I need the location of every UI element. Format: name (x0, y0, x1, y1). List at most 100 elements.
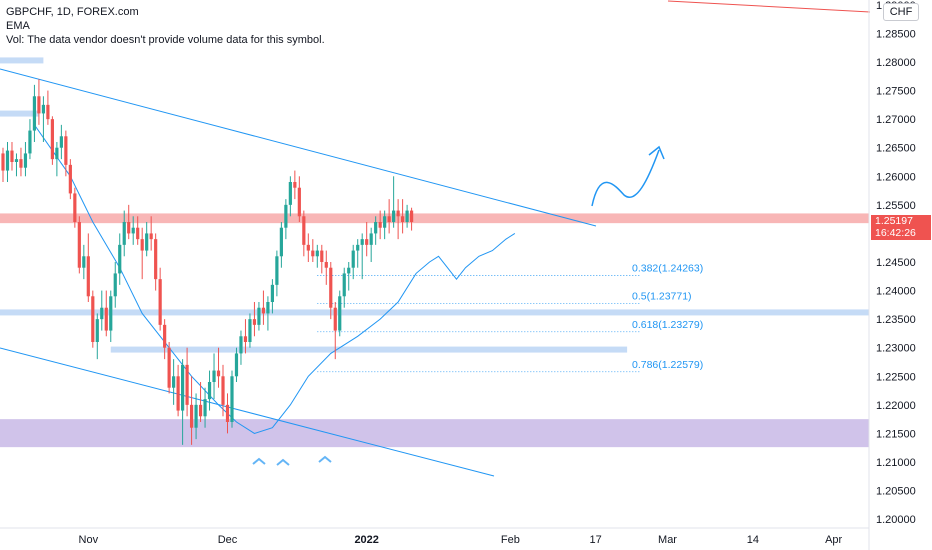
candle-body-up[interactable] (118, 244, 122, 274)
candle-body-down[interactable] (311, 250, 315, 257)
candle-body-down[interactable] (91, 296, 95, 342)
candle-body-down[interactable] (104, 307, 108, 331)
candle-body-down[interactable] (378, 222, 382, 228)
candle-body-up[interactable] (360, 239, 364, 245)
resistance-zone[interactable] (0, 213, 869, 224)
candle-body-down[interactable] (409, 210, 414, 222)
candle-body-down[interactable] (293, 182, 297, 188)
candle-body-up[interactable] (275, 256, 279, 285)
candle-body-up[interactable] (279, 227, 283, 257)
candle-body-down[interactable] (365, 239, 369, 245)
candle-body-up[interactable] (203, 399, 207, 417)
candle-body-up[interactable] (32, 96, 37, 131)
candle-body-up[interactable] (95, 319, 99, 342)
candle-body-up[interactable] (59, 136, 63, 148)
candle-body-down[interactable] (302, 216, 306, 245)
candle-body-up[interactable] (288, 182, 292, 205)
projection-arrow-curve[interactable] (591, 149, 660, 207)
candle-body-down[interactable] (189, 404, 194, 428)
candle-body-up[interactable] (212, 370, 216, 382)
channel-lower-trendline[interactable] (0, 347, 495, 477)
candle-body-up[interactable] (351, 250, 355, 268)
candle-body-up[interactable] (270, 284, 274, 302)
candle-body-down[interactable] (185, 364, 189, 405)
candle-body-up[interactable] (194, 404, 198, 428)
candle-body-down[interactable] (10, 150, 14, 162)
candle-body-down[interactable] (86, 256, 90, 297)
candle-body-down[interactable] (136, 227, 140, 240)
candle-body-down[interactable] (198, 404, 203, 417)
candle-body-down[interactable] (401, 216, 405, 222)
support-zone[interactable] (0, 309, 869, 316)
candle-body-up[interactable] (248, 319, 252, 342)
candle-body-up[interactable] (145, 233, 149, 251)
candle-body-up[interactable] (239, 336, 243, 354)
candle-body-up[interactable] (5, 150, 10, 171)
candle-body-down[interactable] (154, 239, 158, 280)
support-zone[interactable] (0, 57, 44, 64)
candle-body-down[interactable] (1, 153, 5, 171)
support-zone[interactable] (110, 346, 628, 353)
candle-body-down[interactable] (127, 222, 131, 234)
candle-body-down[interactable] (19, 159, 23, 168)
candle-body-down[interactable] (158, 279, 162, 325)
candle-body-down[interactable] (324, 262, 328, 268)
candle-body-down[interactable] (396, 210, 400, 217)
candle-body-up[interactable] (369, 233, 373, 245)
candle-body-down[interactable] (77, 222, 81, 268)
candle-body-down[interactable] (261, 307, 266, 314)
ema-indicator-label[interactable]: EMA (6, 20, 30, 32)
candle-body-up[interactable] (131, 227, 135, 234)
candle-body-up[interactable] (28, 130, 32, 154)
candle-body-down[interactable] (387, 216, 391, 222)
candle-body-up[interactable] (82, 256, 86, 268)
candle-body-down[interactable] (163, 324, 167, 348)
candle-body-down[interactable] (68, 164, 72, 194)
candle-body-up[interactable] (181, 364, 185, 411)
candle-body-down[interactable] (50, 119, 54, 160)
candle-body-up[interactable] (113, 273, 117, 297)
candle-body-down[interactable] (140, 239, 144, 251)
candle-body-up[interactable] (383, 216, 387, 228)
candle-body-down[interactable] (252, 319, 257, 325)
candle-body-up[interactable] (55, 147, 59, 160)
candle-body-up[interactable] (172, 376, 176, 388)
support-zone[interactable] (0, 110, 39, 117)
candle-body-down[interactable] (225, 404, 230, 422)
candle-body-down[interactable] (221, 376, 225, 405)
candle-body-up[interactable] (356, 244, 360, 251)
candle-body-down[interactable] (297, 187, 301, 217)
candle-body-up[interactable] (266, 302, 270, 314)
candle-body-up[interactable] (257, 307, 261, 325)
candle-body-down[interactable] (329, 267, 333, 308)
channel-upper-trendline[interactable] (0, 68, 597, 227)
candle-body-up[interactable] (109, 296, 113, 331)
red-trendline[interactable] (667, 0, 871, 13)
candle-body-up[interactable] (392, 210, 396, 222)
candle-body-up[interactable] (342, 273, 346, 297)
candle-body-down[interactable] (243, 336, 248, 342)
candle-body-down[interactable] (306, 244, 310, 251)
candle-body-down[interactable] (149, 233, 153, 240)
candle-body-down[interactable] (320, 250, 324, 262)
candle-body-down[interactable] (176, 376, 180, 411)
candle-body-down[interactable] (73, 193, 77, 222)
candle-body-up[interactable] (207, 382, 212, 400)
candle-body-up[interactable] (405, 210, 409, 222)
demand-zone[interactable] (0, 419, 869, 448)
candle-body-up[interactable] (100, 307, 104, 320)
candle-body-up[interactable] (374, 222, 378, 234)
ema-line[interactable] (34, 124, 516, 434)
candle-body-up[interactable] (338, 296, 342, 331)
candle-body-up[interactable] (14, 159, 19, 162)
candle-body-up[interactable] (347, 267, 351, 274)
candle-body-up[interactable] (23, 153, 28, 168)
candle-body-up[interactable] (230, 376, 234, 422)
candle-body-up[interactable] (284, 204, 288, 228)
symbol-title[interactable]: GBPCHF, 1D, FOREX.com (6, 6, 139, 18)
candle-body-down[interactable] (64, 136, 68, 165)
candle-body-up[interactable] (315, 250, 319, 257)
candle-body-down[interactable] (37, 96, 41, 114)
candle-body-down[interactable] (216, 370, 221, 377)
